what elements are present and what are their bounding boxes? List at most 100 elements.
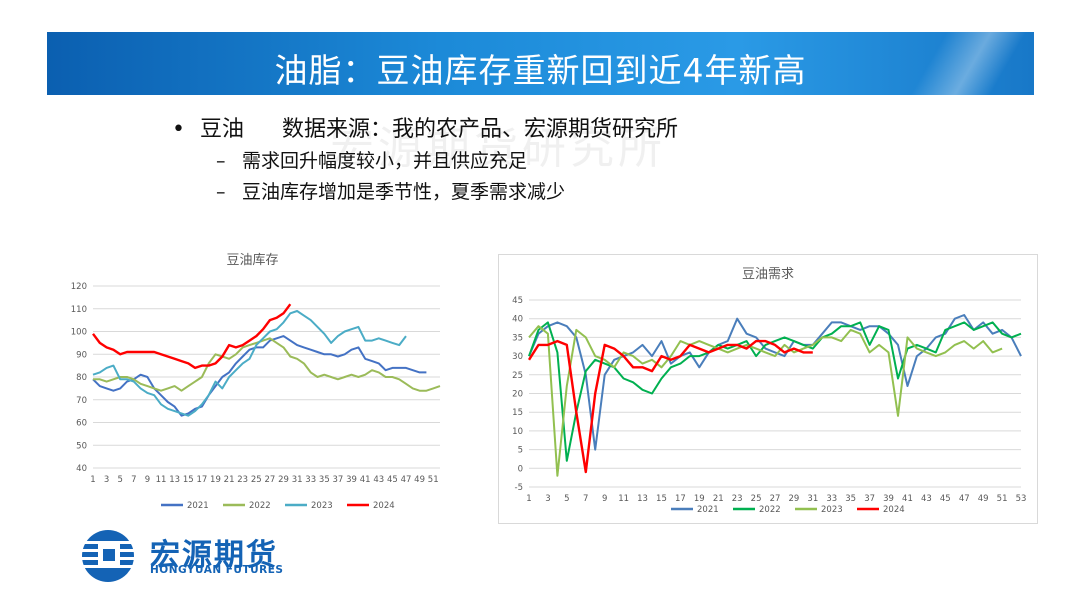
x-tick-label: 3 bbox=[104, 475, 109, 485]
y-tick-label: 10 bbox=[512, 427, 523, 437]
x-tick-label: 15 bbox=[656, 494, 667, 504]
x-tick-label: 21 bbox=[224, 475, 235, 485]
series-line-2023 bbox=[528, 325, 1003, 477]
logo-chinese-text: 宏源期货 bbox=[150, 538, 278, 573]
legend-label-2023: 2023 bbox=[311, 501, 333, 511]
x-tick-label: 3 bbox=[545, 494, 550, 504]
x-tick-label: 41 bbox=[902, 494, 913, 504]
title-bar: 油脂：豆油库存重新回到近4年新高 bbox=[47, 32, 1034, 95]
series-line-2024 bbox=[527, 339, 813, 474]
legend-label-2023: 2023 bbox=[821, 505, 843, 515]
bullet-list: • 豆油 数据来源：我的农产品、宏源期货研究所 – 需求回升幅度较小，并且供应充足 –… bbox=[172, 114, 678, 208]
y-tick-label: 120 bbox=[71, 282, 87, 292]
x-tick-label: 47 bbox=[401, 475, 412, 485]
x-tick-label: 37 bbox=[333, 475, 344, 485]
x-tick-label: 53 bbox=[1016, 494, 1027, 504]
x-tick-label: 45 bbox=[940, 494, 951, 504]
x-tick-label: 39 bbox=[346, 475, 357, 485]
legend-label-2021: 2021 bbox=[697, 505, 719, 515]
x-tick-label: 35 bbox=[319, 475, 330, 485]
legend-label-2021: 2021 bbox=[187, 501, 209, 511]
series-line-2021 bbox=[528, 314, 1022, 451]
series-line-2024 bbox=[92, 303, 292, 370]
x-tick-label: 33 bbox=[305, 475, 316, 485]
watermark: 宏源期货研究所 bbox=[330, 123, 666, 174]
x-tick-label: 31 bbox=[292, 475, 303, 485]
x-tick-label: 1 bbox=[90, 475, 95, 485]
legend-label-2022: 2022 bbox=[249, 501, 271, 511]
x-tick-label: 29 bbox=[278, 475, 289, 485]
sub-bullet: – 需求回升幅度较小，并且供应充足 bbox=[172, 146, 678, 177]
y-tick-label: 45 bbox=[512, 296, 523, 306]
x-tick-label: 11 bbox=[618, 494, 629, 504]
x-tick-label: 11 bbox=[156, 475, 167, 485]
x-tick-label: 7 bbox=[131, 475, 136, 485]
y-tick-label: 20 bbox=[512, 390, 523, 400]
logo-english-text: HONGYUAN FUTURES bbox=[150, 564, 284, 576]
y-tick-label: 35 bbox=[512, 333, 523, 343]
y-tick-label: 25 bbox=[512, 371, 523, 381]
x-tick-label: 5 bbox=[118, 475, 123, 485]
x-tick-label: 51 bbox=[428, 475, 439, 485]
x-tick-label: 37 bbox=[864, 494, 875, 504]
y-tick-label: 5 bbox=[518, 446, 523, 456]
x-tick-label: 33 bbox=[826, 494, 837, 504]
x-tick-label: 17 bbox=[196, 475, 207, 485]
bullet-main-text: 豆油 bbox=[200, 117, 245, 142]
sub-bullet-marker: – bbox=[216, 150, 226, 172]
x-tick-label: 29 bbox=[789, 494, 800, 504]
x-tick-label: 23 bbox=[732, 494, 743, 504]
x-tick-label: 17 bbox=[675, 494, 686, 504]
hongyuan-logo-icon bbox=[76, 530, 140, 582]
x-tick-label: 19 bbox=[694, 494, 705, 504]
y-tick-label: 30 bbox=[512, 352, 523, 362]
x-tick-label: 27 bbox=[264, 475, 275, 485]
chart-title: 豆油需求 bbox=[742, 267, 794, 282]
y-tick-label: -5 bbox=[515, 483, 523, 493]
x-tick-label: 47 bbox=[959, 494, 970, 504]
title-bar-decoration bbox=[894, 32, 1034, 95]
bullet-marker: • bbox=[172, 117, 185, 142]
x-tick-label: 43 bbox=[373, 475, 384, 485]
x-tick-label: 5 bbox=[564, 494, 569, 504]
x-tick-label: 15 bbox=[183, 475, 194, 485]
slide-title: 油脂：豆油库存重新回到近4年新高 bbox=[274, 51, 807, 90]
series-line-2021 bbox=[92, 335, 427, 417]
y-tick-label: 40 bbox=[76, 464, 87, 474]
sub-bullet: – 豆油库存增加是季节性，夏季需求减少 bbox=[172, 177, 678, 208]
sub-bullet-marker: – bbox=[216, 181, 226, 203]
y-tick-label: 70 bbox=[76, 396, 87, 406]
x-tick-label: 31 bbox=[807, 494, 818, 504]
legend-label-2024: 2024 bbox=[373, 501, 395, 511]
chart-title: 豆油库存 bbox=[226, 252, 278, 268]
x-tick-label: 25 bbox=[751, 494, 762, 504]
x-tick-label: 21 bbox=[713, 494, 724, 504]
y-tick-label: 100 bbox=[71, 328, 87, 338]
legend-label-2022: 2022 bbox=[759, 505, 781, 515]
x-tick-label: 49 bbox=[978, 494, 989, 504]
y-tick-label: 50 bbox=[76, 441, 87, 451]
y-tick-label: 15 bbox=[512, 408, 523, 418]
bullet-main: • 豆油 数据来源：我的农产品、宏源期货研究所 bbox=[172, 114, 678, 146]
series-line-2023 bbox=[92, 310, 407, 417]
sub-bullet-text: 豆油库存增加是季节性，夏季需求减少 bbox=[242, 181, 566, 203]
legend-label-2024: 2024 bbox=[883, 505, 905, 515]
y-tick-label: 80 bbox=[76, 373, 87, 383]
x-tick-label: 51 bbox=[997, 494, 1008, 504]
x-tick-label: 39 bbox=[883, 494, 894, 504]
series-line-2022 bbox=[93, 337, 441, 392]
x-tick-label: 23 bbox=[237, 475, 248, 485]
y-tick-label: 40 bbox=[512, 315, 523, 325]
sub-bullet-text: 需求回升幅度较小，并且供应充足 bbox=[242, 150, 528, 172]
x-tick-label: 9 bbox=[602, 494, 607, 504]
x-tick-label: 13 bbox=[169, 475, 180, 485]
x-tick-label: 43 bbox=[921, 494, 932, 504]
x-tick-label: 7 bbox=[583, 494, 588, 504]
x-tick-label: 41 bbox=[360, 475, 371, 485]
y-tick-label: 0 bbox=[518, 464, 523, 474]
x-tick-label: 25 bbox=[251, 475, 262, 485]
y-tick-label: 90 bbox=[76, 350, 87, 360]
x-tick-label: 19 bbox=[210, 475, 221, 485]
